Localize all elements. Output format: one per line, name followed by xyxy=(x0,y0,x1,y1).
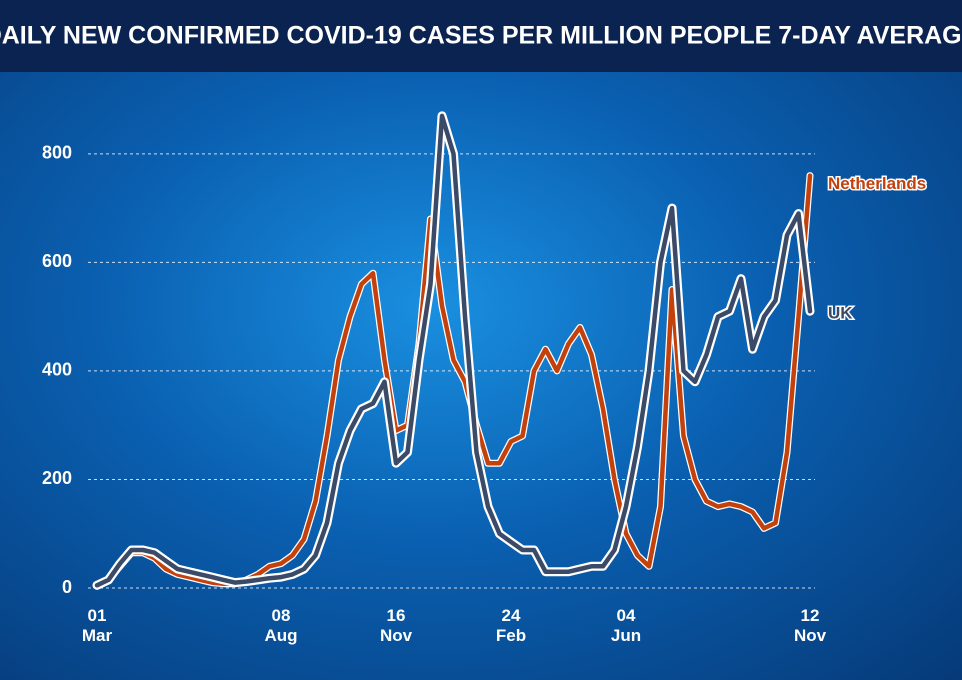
y-tick-label: 0 xyxy=(62,577,72,597)
line xyxy=(94,173,813,588)
x-tick-label: 12 Nov xyxy=(793,606,827,645)
x-tick-label: 08 Aug xyxy=(264,606,298,645)
y-tick-label: 600 xyxy=(42,251,72,271)
series-label: UK xyxy=(828,304,853,323)
x-tick-label: 24 Feb xyxy=(495,606,527,645)
y-tick-label: 800 xyxy=(42,143,72,163)
chart-title: DAILY NEW CONFIRMED COVID-19 CASES PER M… xyxy=(0,22,962,50)
y-tick-label: 400 xyxy=(42,360,72,380)
y-tick-label: 200 xyxy=(42,468,72,488)
series-label: Netherlands xyxy=(828,174,926,193)
line xyxy=(94,113,813,588)
x-tick-label: 16 Nov xyxy=(379,606,413,645)
line-outline xyxy=(93,172,814,589)
title-bar xyxy=(0,0,962,72)
x-tick-label: 01 Mar xyxy=(81,606,113,645)
x-tick-label: 04 Jun xyxy=(610,606,642,645)
